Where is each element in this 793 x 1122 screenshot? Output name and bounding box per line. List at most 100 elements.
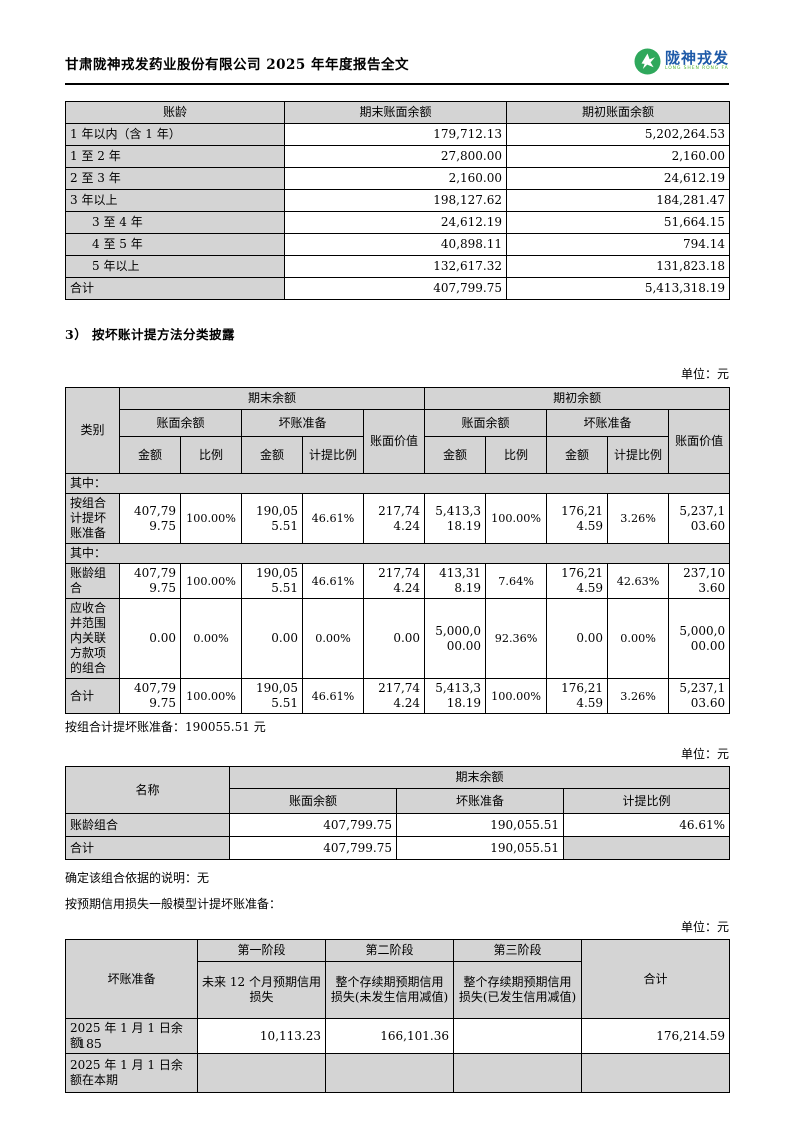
method-value-cell: 3.26% [607,493,670,544]
portfolio-value-cell: 190,055.51 [396,836,564,860]
stage-value-cell: 10,113.23 [197,1018,326,1054]
aging-col-header: 账龄 [65,101,285,124]
aging-end-balance-cell: 179,712.13 [284,123,507,146]
method-value-cell: 0.00 [362,598,426,679]
method-value-cell: 100.00% [180,563,242,599]
portfolio-table: 名称 期末余额 账面余额 坏账准备 计提比例 账龄组合 407,799.75 190… [65,766,731,860]
method-value-cell: 100.00% [180,678,242,714]
method-value-cell: 5,000,000.00 [668,598,731,679]
stage-desc-3: 整个存续期预期信用损失(已发生信用减值) [453,961,582,1019]
method-header-amount: 金额 [119,436,181,474]
method-header-amount: 金额 [241,436,303,474]
stage-total-cell: 176,214.59 [581,1018,730,1054]
method-value-cell: 190,055.51 [241,493,303,544]
stage-desc-1: 未来 12 个月预期信用损失 [197,961,326,1019]
aging-label-cell: 4 至 5 年 [65,233,285,256]
portfolio-col-header: 账面余额 [229,788,397,814]
portfolio-header-row: 账面余额 坏账准备 计提比例 [66,788,731,814]
stage-header-row: 坏账准备 第一阶段 第二阶段 第三阶段 合计 [65,939,730,1019]
stage-header-row: 未来 12 个月预期信用损失 整个存续期预期信用损失(未发生信用减值) 整个存续… [66,961,730,1019]
aging-end-balance-cell: 40,898.11 [284,233,507,256]
table-row: 2025 年 1 月 1 日余额在本期 [65,1053,730,1093]
aging-header-row: 账龄 期末账面余额 期初账面余额 [65,101,730,124]
document-title: 甘肃陇神戎发药业股份有限公司 2025 年年度报告全文 [65,57,409,73]
logo-text: 陇神戎发 LONG SHEN RONG FA [665,51,729,72]
method-header-amount: 金额 [546,436,609,474]
bad-debt-method-table: 类别 期末余额 期初余额 账面余额 坏账准备 账面价值 账面余额 坏账准备 账面… [64,387,731,714]
method-value-cell: 100.00% [485,493,548,544]
table-row: 账龄组合 407,799.75 190,055.51 46.61% [65,813,731,837]
note-portfolio-provision: 按组合计提坏账准备：190055.51 元 [65,720,266,734]
ecl-stage-table: 坏账准备 第一阶段 第二阶段 第三阶段 合计 未来 12 个月预期信用损失 整个… [65,939,730,1093]
method-value-cell: 407,799.75 [119,563,181,599]
method-value-cell: 0.00 [546,598,609,679]
stage-desc-2: 整个存续期预期信用损失(未发生信用减值) [325,961,454,1019]
method-header-carry: 账面价值 [668,409,731,474]
table-row: 账龄组合 407,799.75 100.00% 190,055.51 46.61% 217… [65,563,731,599]
aging-begin-balance-cell: 131,823.18 [506,255,730,278]
aging-label-cell: 5 年以上 [65,255,285,278]
table-row: 3 至 4 年 24,612.19 51,664.15 [65,211,730,234]
method-value-cell: 413,318.19 [424,563,487,599]
stage-header-stage1: 第一阶段 [197,939,326,962]
method-value-cell: 190,055.51 [241,563,303,599]
aging-begin-balance-cell: 184,281.47 [506,189,730,212]
method-value-cell: 46.61% [302,493,364,544]
method-header-begin: 期初余额 [424,387,731,410]
method-value-cell: 5,413,318.19 [424,678,487,714]
method-value-cell: 92.36% [485,598,548,679]
portfolio-name-cell: 合计 [65,836,230,860]
method-value-cell: 46.61% [302,678,364,714]
method-header-book: 账面余额 [424,409,548,437]
table-row: 合计 407,799.75 190,055.51 [65,836,731,860]
method-value-cell: 0.00 [241,598,303,679]
method-value-cell: 217,744.24 [362,678,426,714]
portfolio-col-header: 坏账准备 [396,788,564,814]
page-header: 甘肃陇神戎发药业股份有限公司 2025 年年度报告全文 陇神戎发 LONG SH… [65,48,729,77]
method-value-cell: 46.61% [302,563,364,599]
stage-label-cell: 2025 年 1 月 1 日余额 [65,1018,198,1054]
portfolio-value-cell: 46.61% [562,813,731,837]
method-value-cell: 5,413,318.19 [424,493,487,544]
method-value-cell: 407,799.75 [119,493,181,544]
stage-value-cell [453,1053,582,1093]
aging-end-balance-cell: 24,612.19 [284,211,507,234]
table-row: 其中： [64,543,731,564]
method-value-cell: 7.64% [485,563,548,599]
note-basis: 确定该组合依据的说明：无 [65,871,210,885]
section-heading: 3） 按坏账计提方法分类披露 [65,327,236,342]
method-category-cell: 合计 [65,678,120,714]
method-header-bad: 坏账准备 [546,409,670,437]
portfolio-name-cell: 账龄组合 [65,813,230,837]
method-value-cell: 217,744.24 [362,563,426,599]
stage-header-label: 坏账准备 [65,939,198,1019]
method-header-category: 类别 [65,387,120,474]
method-category-cell: 按组合计提坏账准备 [65,493,120,544]
portfolio-header-end: 期末余额 [228,766,731,789]
stage-value-cell [453,1018,582,1054]
aging-begin-balance-cell: 5,202,264.53 [506,123,730,146]
method-header-book: 账面余额 [119,409,242,437]
logo-mark-icon [634,48,661,75]
portfolio-value-cell: 190,055.51 [396,813,564,837]
method-header-accrual: 计提比例 [302,436,364,474]
stage-value-cell [325,1053,454,1093]
stage-label-cell: 2025 年 1 月 1 日余额在本期 [65,1053,198,1093]
method-value-cell: 0.00% [607,598,670,679]
method-value-cell: 176,214.59 [546,678,609,714]
table-row: 1 年以内（含 1 年） 179,712.13 5,202,264.53 [65,123,730,146]
table-row: 4 至 5 年 40,898.11 794.14 [65,233,730,256]
method-value-cell: 0.00 [119,598,181,679]
aging-end-balance-cell: 27,800.00 [284,145,507,168]
method-header-accrual: 计提比例 [607,436,670,474]
unit-label: 单位：元 [680,747,729,761]
table-row: 2 至 3 年 2,160.00 24,612.19 [65,167,730,190]
portfolio-col-header: 计提比例 [562,788,731,814]
portfolio-value-cell [562,836,731,860]
portfolio-value-cell: 407,799.75 [229,813,397,837]
table-row: 3 年以上 198,127.62 184,281.47 [65,189,730,212]
method-header-row: 金额 比例 金额 计提比例 金额 比例 金额 计提比例 [66,436,730,474]
table-row: 应收合并范围内关联方款项的组合 0.00 0.00% 0.00 0.00% 0.00 5,0… [65,598,731,679]
portfolio-header-row: 名称 期末余额 [65,766,731,814]
aging-label-cell: 合计 [65,277,285,300]
